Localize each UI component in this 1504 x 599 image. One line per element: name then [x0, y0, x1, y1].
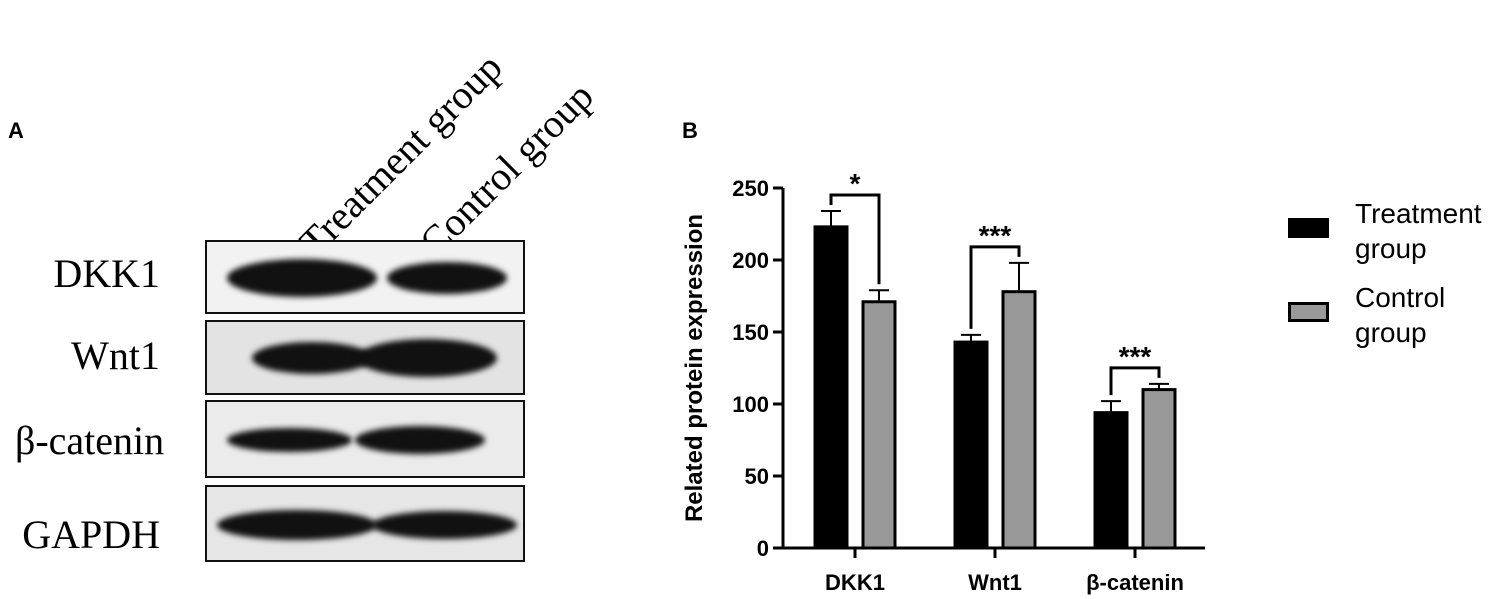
legend-label-control-line1: Control: [1355, 282, 1446, 313]
legend-label-control-line2: group: [1355, 317, 1427, 348]
band-gapdh-control: [372, 511, 517, 539]
blot-row-dkk1: [205, 240, 525, 314]
band-wnt1-treatment: [252, 342, 372, 374]
y-tick-label: 0: [757, 536, 769, 561]
significance-label: *: [850, 168, 861, 199]
legend-label-control: Control group: [1355, 280, 1504, 350]
bar-control: [1141, 388, 1177, 550]
y-tick-label: 200: [732, 248, 769, 273]
y-tick-label: 150: [732, 320, 769, 345]
significance-label: ***: [1119, 341, 1152, 372]
protein-label-wnt1: Wnt1: [71, 333, 160, 378]
legend-swatch-treatment: [1288, 218, 1329, 238]
band-wnt1-control: [357, 339, 497, 377]
x-tick-label: β-catenin: [1086, 570, 1184, 595]
x-tick-label: Wnt1: [968, 570, 1022, 595]
protein-label-beta-catenin: β-catenin: [15, 418, 165, 463]
panel-a-letter: A: [8, 118, 24, 143]
x-tick-label: DKK1: [825, 570, 885, 595]
significance-bracket: [1109, 366, 1161, 396]
y-tick-label: 100: [732, 392, 769, 417]
band-beta-catenin-treatment: [227, 428, 352, 452]
band-beta-catenin-control: [355, 426, 485, 454]
legend-label-treatment-line2: group: [1355, 233, 1427, 264]
y-tick-label: 50: [745, 464, 769, 489]
significance-bracket: [969, 245, 1021, 329]
bar-treatment: [1093, 411, 1129, 550]
legend-label-treatment: Treatment group: [1355, 196, 1504, 266]
y-axis-label: Related protein expression: [681, 214, 708, 522]
legend-label-treatment-line1: Treatment: [1355, 198, 1482, 229]
protein-label-gapdh: GAPDH: [22, 512, 160, 557]
significance-label: ***: [979, 220, 1012, 251]
panel-b-letter: B: [682, 118, 698, 143]
significance-bracket: [829, 193, 881, 285]
protein-label-dkk1: DKK1: [53, 251, 160, 296]
band-gapdh-treatment: [217, 510, 377, 540]
band-dkk1-treatment: [227, 259, 377, 297]
bar-control: [1001, 290, 1037, 550]
bar-treatment: [953, 340, 989, 550]
y-tick-label: 250: [732, 176, 769, 201]
bar-treatment: [813, 225, 849, 550]
blot-row-beta-catenin: [205, 400, 525, 478]
blot-row-wnt1: [205, 320, 525, 395]
bar-control: [861, 300, 897, 550]
legend-swatch-control: [1288, 302, 1329, 322]
blot-row-gapdh: [205, 485, 525, 562]
band-dkk1-control: [387, 262, 507, 294]
